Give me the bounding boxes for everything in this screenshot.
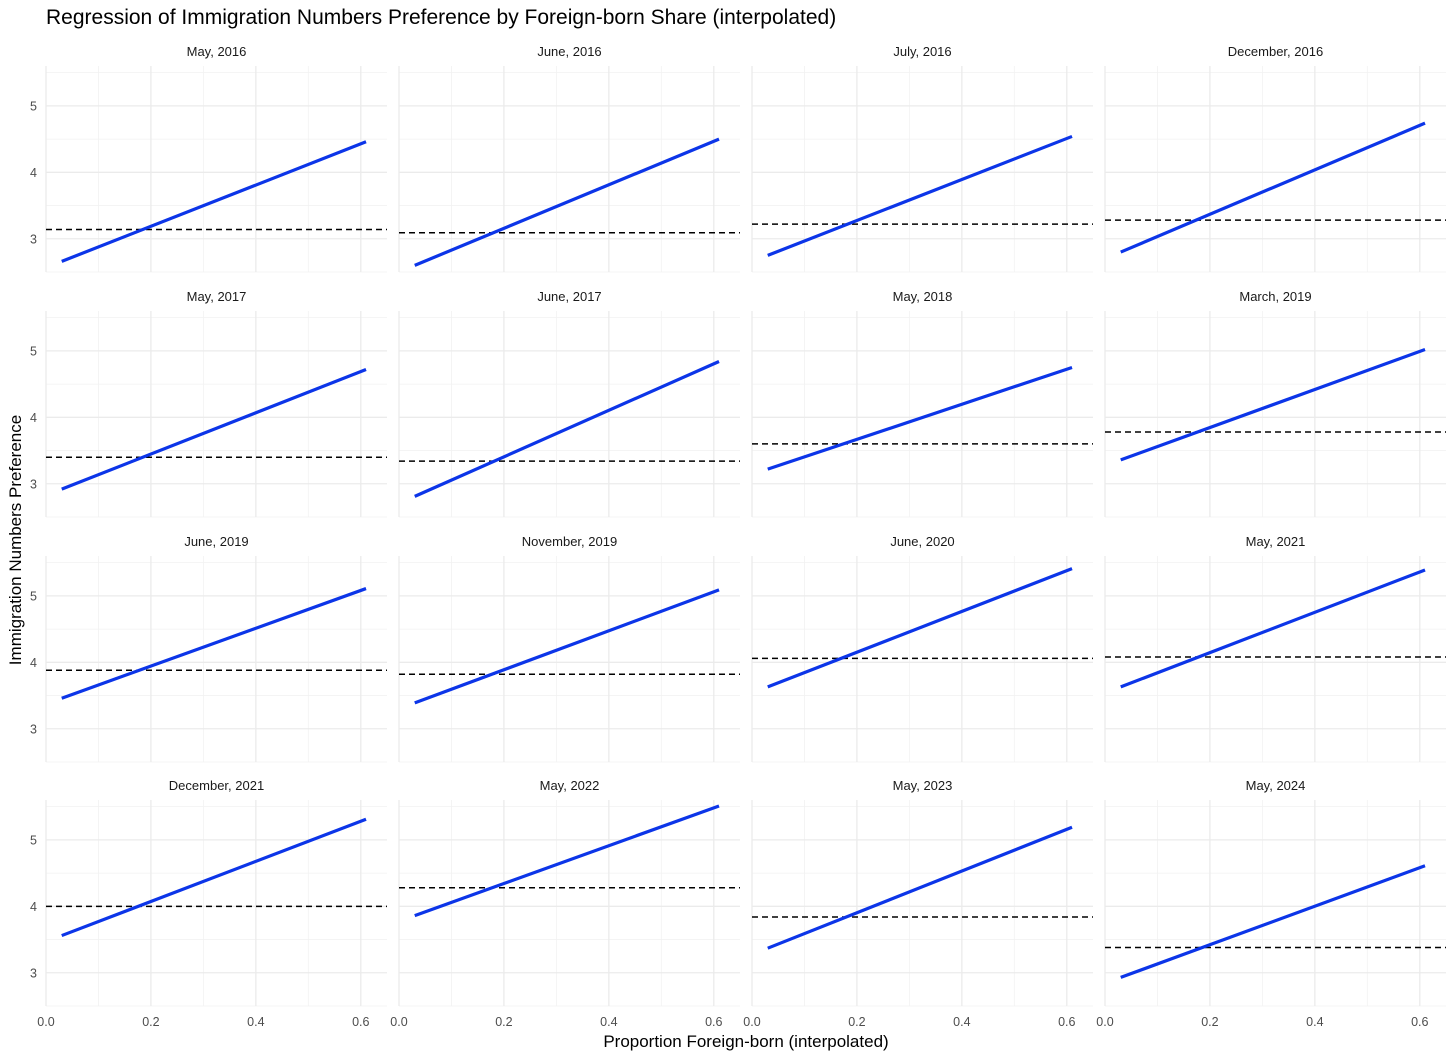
- regression-line: [1120, 864, 1426, 979]
- x-tick-label: 0.6: [1411, 1015, 1428, 1029]
- facet-panel: May, 2021: [1104, 534, 1446, 763]
- regression-line: [414, 360, 720, 498]
- facet-label: May, 2021: [1246, 534, 1306, 549]
- y-axis-title: Immigration Numbers Preference: [6, 415, 25, 665]
- x-tick-label: 0.2: [1201, 1015, 1218, 1029]
- regression-line: [414, 804, 720, 918]
- regression-line: [61, 817, 367, 938]
- facet-panel: May, 2024 0.0 0.2 0.4 0.6: [1096, 778, 1446, 1029]
- facet-label: March, 2019: [1239, 289, 1311, 304]
- y-tick-label: 4: [30, 411, 37, 425]
- facet-panel: December, 2021 3 4 5 0.0 0.2 0.4 0.6: [30, 778, 387, 1029]
- regression-line: [1120, 568, 1426, 689]
- facet-label: June, 2016: [537, 44, 601, 59]
- facet-panel: June, 2020: [751, 534, 1093, 763]
- regression-line: [767, 825, 1073, 950]
- facet-label: May, 2017: [187, 289, 247, 304]
- regression-line: [767, 365, 1073, 471]
- regression-line: [61, 140, 367, 263]
- x-tick-label: 0.6: [1058, 1015, 1075, 1029]
- y-tick-label: 4: [30, 166, 37, 180]
- y-tick-label: 3: [30, 232, 37, 246]
- y-tick-label: 5: [30, 833, 37, 847]
- facet-label: May, 2023: [893, 778, 953, 793]
- x-tick-label: 0.6: [705, 1015, 722, 1029]
- regression-line: [1120, 121, 1426, 254]
- x-tick-label: 0.0: [390, 1015, 407, 1029]
- facet-panel: June, 2016: [398, 44, 740, 273]
- x-tick-label: 0.0: [1096, 1015, 1113, 1029]
- facet-panel: May, 2018: [751, 289, 1093, 518]
- regression-line: [414, 137, 720, 267]
- x-tick-label: 0.2: [848, 1015, 865, 1029]
- facet-panel: March, 2019: [1104, 289, 1446, 518]
- regression-line: [414, 588, 720, 705]
- x-tick-label: 0.4: [600, 1015, 617, 1029]
- x-tick-label: 0.4: [1306, 1015, 1323, 1029]
- facet-label: November, 2019: [522, 534, 617, 549]
- facet-label: May, 2024: [1246, 778, 1306, 793]
- x-tick-label: 0.4: [953, 1015, 970, 1029]
- facet-label: June, 2017: [537, 289, 601, 304]
- facet-panel: June, 2017: [398, 289, 740, 518]
- x-tick-label: 0.0: [743, 1015, 760, 1029]
- regression-line: [767, 134, 1073, 257]
- facet-panel: July, 2016: [751, 44, 1093, 273]
- facet-panel: June, 2019 3 4 5: [30, 534, 387, 763]
- y-tick-label: 4: [30, 900, 37, 914]
- regression-line: [1120, 348, 1426, 462]
- chart-title: Regression of Immigration Numbers Prefer…: [46, 6, 836, 29]
- y-tick-label: 4: [30, 656, 37, 670]
- facet-label: June, 2020: [890, 534, 954, 549]
- facet-label: December, 2021: [169, 778, 264, 793]
- y-tick-label: 3: [30, 966, 37, 980]
- y-tick-label: 5: [30, 344, 37, 358]
- facet-panel: May, 2022 0.0 0.2 0.4 0.6: [390, 778, 740, 1029]
- y-tick-label: 5: [30, 589, 37, 603]
- facet-label: December, 2016: [1228, 44, 1323, 59]
- facet-label: May, 2018: [893, 289, 953, 304]
- facet-panel: May, 2017 3 4 5: [30, 289, 387, 518]
- facet-panel: May, 2016 3 4 5: [30, 44, 387, 273]
- facet-label: May, 2016: [187, 44, 247, 59]
- y-tick-label: 3: [30, 477, 37, 491]
- facet-label: June, 2019: [184, 534, 248, 549]
- facet-label: May, 2022: [540, 778, 600, 793]
- facet-panels: May, 2016 3 4 5 June, 2016 July, 2016 December…: [30, 44, 1446, 1029]
- regression-line: [61, 587, 367, 700]
- y-tick-label: 3: [30, 722, 37, 736]
- x-tick-label: 0.2: [142, 1015, 159, 1029]
- facet-panel: November, 2019: [398, 534, 740, 763]
- regression-line: [767, 567, 1073, 689]
- x-tick-label: 0.4: [247, 1015, 264, 1029]
- x-tick-label: 0.2: [495, 1015, 512, 1029]
- y-tick-label: 5: [30, 99, 37, 113]
- facet-label: July, 2016: [893, 44, 951, 59]
- x-tick-label: 0.6: [352, 1015, 369, 1029]
- regression-line: [61, 367, 367, 491]
- x-tick-label: 0.0: [37, 1015, 54, 1029]
- facet-panel: May, 2023 0.0 0.2 0.4 0.6: [743, 778, 1093, 1029]
- facet-panel: December, 2016: [1104, 44, 1446, 273]
- x-axis-title: Proportion Foreign-born (interpolated): [603, 1032, 888, 1051]
